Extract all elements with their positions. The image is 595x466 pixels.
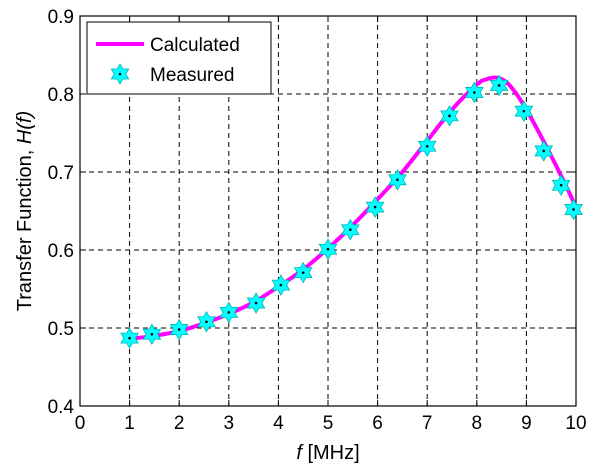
x-axis-title: f [MHz] [296, 442, 359, 464]
legend-label-measured: Measured [150, 65, 235, 86]
y-tick-labels: 0.4 0.5 0.6 0.7 0.8 0.9 [48, 7, 75, 418]
x-tick-label: 6 [372, 413, 383, 434]
measured-point-center [473, 91, 476, 94]
measured-point-center [425, 144, 429, 148]
measured-point-center [542, 149, 546, 153]
x-axis-unit: [MHz] [302, 442, 360, 464]
measured-point-center [448, 114, 451, 118]
measured-point-center [227, 311, 231, 314]
legend-marker-measured [110, 63, 130, 85]
y-tick-label: 0.8 [48, 85, 74, 106]
measured-point-center [522, 109, 526, 113]
measured-point-center [254, 301, 258, 305]
y-axis-text: Transfer Function, [14, 144, 36, 311]
measured-point-center [497, 84, 501, 87]
measured-point-center [396, 178, 399, 182]
x-tick-labels: 0 1 2 3 4 5 6 7 8 9 10 [75, 413, 587, 434]
measured-point-center [559, 183, 563, 187]
series-measured [120, 74, 583, 349]
measured-point-center [301, 271, 305, 274]
x-tick-label: 2 [174, 413, 185, 434]
x-tick-label: 3 [224, 413, 235, 434]
x-tick-label: 1 [124, 413, 135, 434]
legend-box [86, 21, 272, 95]
legend-hexagram-center [118, 72, 122, 76]
measured-point-center [373, 205, 377, 209]
y-tick-label: 0.5 [48, 319, 74, 340]
measured-point-center [177, 328, 181, 331]
x-tick-label: 0 [75, 413, 86, 434]
x-tick-label: 7 [422, 413, 433, 434]
measured-point-center [326, 247, 330, 251]
measured-point-center [128, 336, 131, 340]
x-tick-label: 5 [323, 413, 334, 434]
measured-point-center [572, 208, 575, 211]
legend-label-calculated: Calculated [150, 35, 240, 56]
measured-point-center [279, 283, 283, 287]
legend: Calculated Measured [86, 21, 272, 95]
y-tick-label: 0.4 [48, 397, 75, 418]
measured-point-center [205, 320, 208, 324]
y-tick-label: 0.7 [48, 163, 74, 184]
y-tick-label: 0.6 [48, 241, 74, 262]
y-axis-title: Transfer Function, H(f) [14, 111, 36, 311]
x-tick-label: 9 [521, 413, 532, 434]
x-tick-label: 10 [565, 413, 586, 434]
x-tick-label: 4 [273, 413, 284, 434]
y-tick-label: 0.9 [48, 7, 74, 28]
measured-point-center [349, 228, 352, 232]
y-axis-variable: H(f) [14, 111, 36, 144]
data-series [120, 74, 583, 349]
x-axis-variable: f [296, 442, 304, 464]
measured-point-center [150, 332, 154, 336]
x-tick-label: 8 [472, 413, 483, 434]
